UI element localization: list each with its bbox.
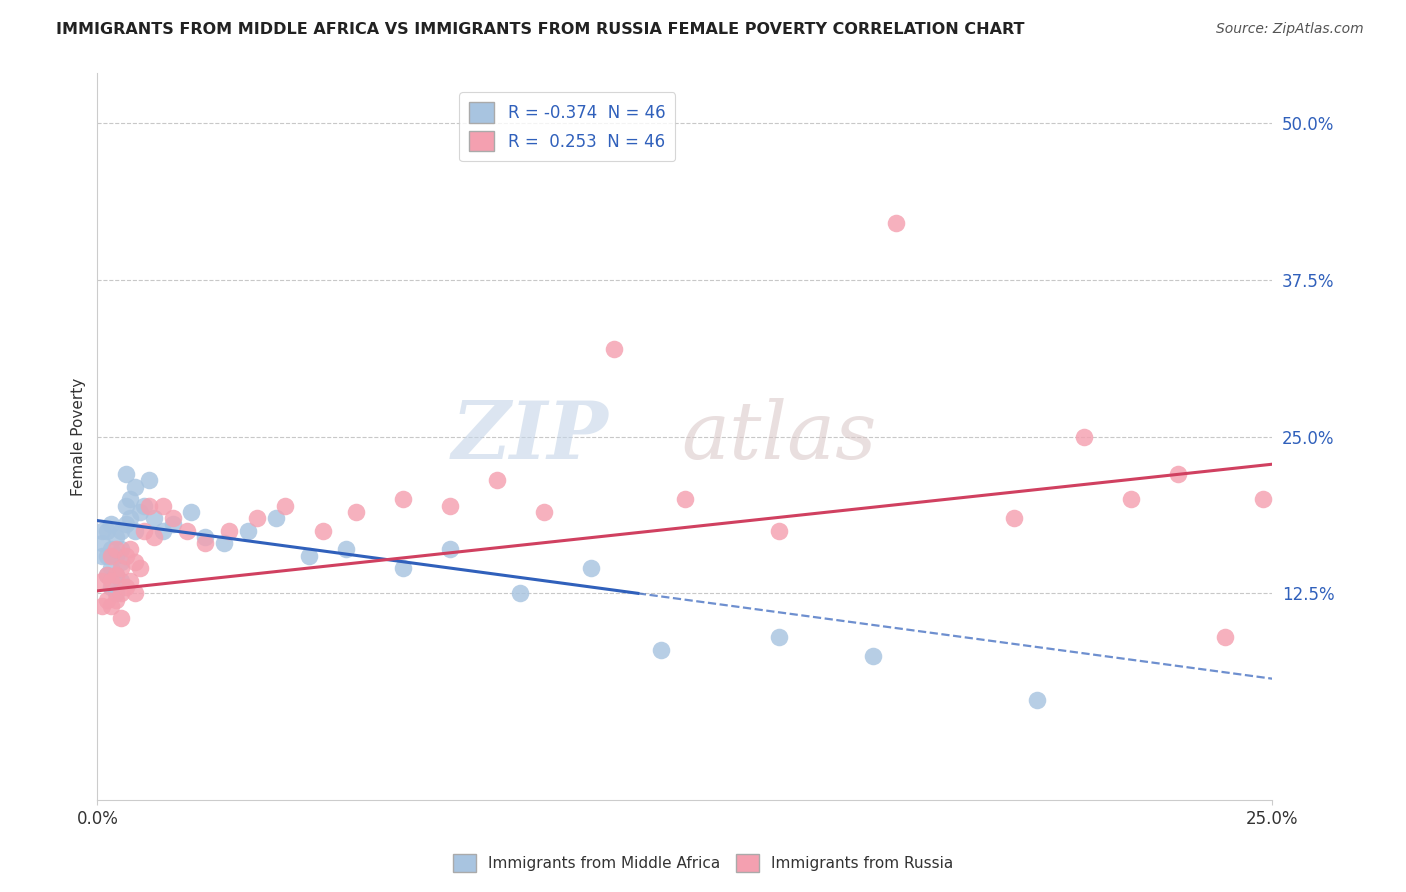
Point (862, 648, 884, 663)
Point (124, 586, 146, 600)
Point (344, 505, 367, 519)
Point (114, 580, 136, 594)
Point (110, 524, 132, 538)
Point (128, 561, 150, 575)
Point (194, 536, 217, 550)
Point (214, 536, 236, 550)
Point (1167, 467, 1189, 482)
Point (673, 492, 696, 507)
Point (91, 599, 114, 613)
Point (439, 542, 461, 557)
Point (105, 530, 128, 544)
Point (91, 549, 114, 563)
Y-axis label: Female Poverty: Female Poverty (72, 377, 86, 496)
Text: atlas: atlas (681, 398, 876, 475)
Point (180, 505, 202, 519)
Point (650, 642, 672, 657)
Point (392, 561, 415, 575)
Point (392, 492, 415, 507)
Point (124, 555, 146, 569)
Point (114, 549, 136, 563)
Point (120, 511, 142, 525)
Point (114, 467, 136, 482)
Point (1026, 693, 1049, 707)
Point (886, 216, 908, 230)
Point (105, 567, 128, 582)
Point (100, 542, 122, 557)
Point (120, 542, 142, 557)
Point (246, 511, 269, 525)
Point (100, 549, 122, 563)
Point (110, 574, 132, 588)
Point (176, 524, 198, 538)
Point (134, 524, 156, 538)
Point (142, 511, 165, 525)
Point (91, 574, 114, 588)
Text: Source: ZipAtlas.com: Source: ZipAtlas.com (1216, 22, 1364, 37)
Point (110, 611, 132, 625)
Point (768, 524, 790, 538)
Point (124, 524, 146, 538)
Point (1121, 492, 1143, 507)
Point (100, 599, 122, 613)
Point (120, 574, 142, 588)
Point (579, 561, 602, 575)
Point (96, 524, 118, 538)
Point (509, 586, 531, 600)
Point (105, 586, 128, 600)
Point (1073, 429, 1095, 443)
Point (485, 474, 508, 488)
Point (100, 574, 122, 588)
Point (91, 536, 114, 550)
Point (1002, 511, 1025, 525)
Point (533, 505, 555, 519)
Point (152, 524, 174, 538)
Point (100, 580, 122, 594)
Point (96, 592, 118, 607)
Point (128, 505, 150, 519)
Point (110, 561, 132, 575)
Point (1251, 492, 1274, 507)
Point (274, 499, 297, 513)
Point (100, 561, 122, 575)
Point (96, 567, 118, 582)
Point (124, 480, 146, 494)
Point (110, 586, 132, 600)
Point (768, 630, 790, 644)
Point (105, 592, 128, 607)
Legend: R = -0.374  N = 46, R =  0.253  N = 46: R = -0.374 N = 46, R = 0.253 N = 46 (460, 92, 675, 161)
Point (114, 499, 136, 513)
Point (236, 524, 259, 538)
Point (264, 511, 287, 525)
Point (603, 342, 626, 356)
Point (298, 549, 321, 563)
Point (105, 549, 128, 563)
Point (312, 524, 335, 538)
Legend: Immigrants from Middle Africa, Immigrants from Russia: Immigrants from Middle Africa, Immigrant… (446, 846, 960, 880)
Point (96, 549, 118, 563)
Point (100, 517, 122, 532)
Point (134, 499, 156, 513)
Point (110, 555, 132, 569)
Point (162, 517, 184, 532)
Point (218, 524, 240, 538)
Point (138, 474, 160, 488)
Point (439, 499, 461, 513)
Point (91, 524, 114, 538)
Point (152, 499, 174, 513)
Point (114, 517, 136, 532)
Point (105, 542, 128, 557)
Point (194, 530, 217, 544)
Point (162, 511, 184, 525)
Point (335, 542, 357, 557)
Point (138, 499, 160, 513)
Point (110, 542, 132, 557)
Point (1215, 630, 1237, 644)
Point (96, 567, 118, 582)
Point (120, 492, 142, 507)
Point (142, 530, 165, 544)
Text: IMMIGRANTS FROM MIDDLE AFRICA VS IMMIGRANTS FROM RUSSIA FEMALE POVERTY CORRELATI: IMMIGRANTS FROM MIDDLE AFRICA VS IMMIGRA… (56, 22, 1025, 37)
Point (105, 567, 128, 582)
Text: ZIP: ZIP (451, 398, 609, 475)
